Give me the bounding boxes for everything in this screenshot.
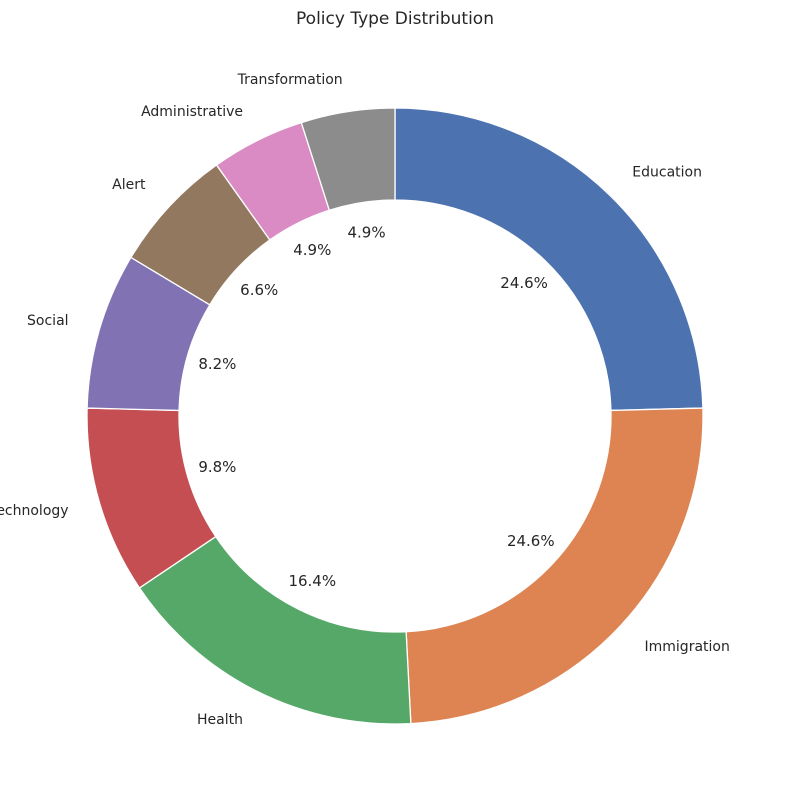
wedge-health xyxy=(138,535,412,725)
label-technology: Technology xyxy=(0,503,69,519)
chart-title: Policy Type Distribution xyxy=(296,9,494,29)
percent-transformation: 4.9% xyxy=(347,224,385,242)
wedge-education xyxy=(394,107,704,412)
category-label-group: Education Immigration Health Technology Soci… xyxy=(0,72,730,728)
label-health: Health xyxy=(197,712,243,728)
label-education: Education xyxy=(632,165,702,181)
label-administrative: Administrative xyxy=(141,104,243,120)
percent-label-group: 24.6% 24.6% 16.4% 9.8% 8.2% 6.6% 4.9% 4.9% xyxy=(198,224,554,590)
percent-alert: 6.6% xyxy=(240,281,278,299)
percent-administrative: 4.9% xyxy=(293,241,331,259)
percent-health: 16.4% xyxy=(288,572,336,590)
wedge-group xyxy=(86,107,704,725)
wedge-immigration xyxy=(405,407,704,725)
percent-education: 24.6% xyxy=(500,274,548,292)
percent-social: 8.2% xyxy=(198,355,236,373)
label-transformation: Transformation xyxy=(237,72,343,88)
label-social: Social xyxy=(27,313,69,329)
label-immigration: Immigration xyxy=(645,639,730,655)
label-alert: Alert xyxy=(112,177,146,193)
wedge-transformation xyxy=(300,107,396,212)
percent-immigration: 24.6% xyxy=(507,532,555,550)
percent-technology: 9.8% xyxy=(198,458,236,476)
